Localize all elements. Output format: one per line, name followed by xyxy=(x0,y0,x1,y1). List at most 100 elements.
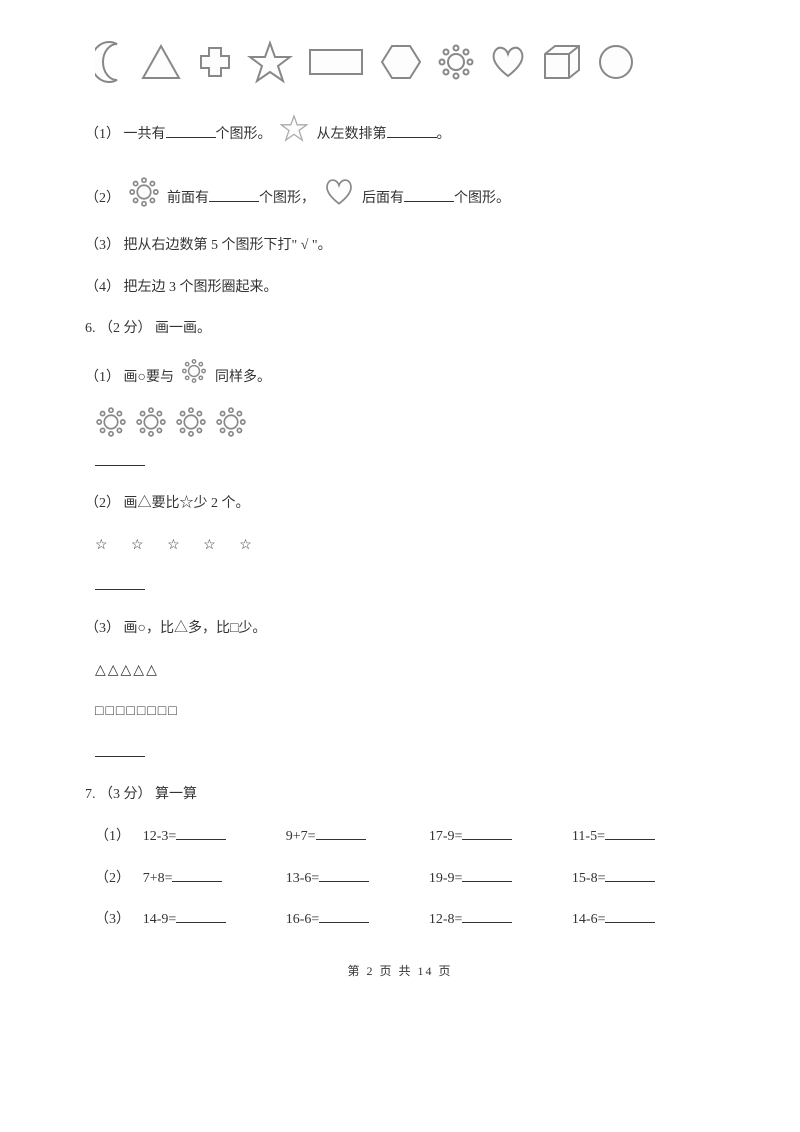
calc-item: 19-9= xyxy=(429,862,572,896)
blank xyxy=(605,867,655,882)
blank xyxy=(462,867,512,882)
blank xyxy=(209,187,259,202)
expr: 13-6= xyxy=(286,871,320,886)
expr: 14-9= xyxy=(143,912,177,927)
blank xyxy=(176,908,226,923)
text: 同样多。 xyxy=(215,370,271,385)
blank xyxy=(166,123,216,138)
text: 前面有 xyxy=(167,191,209,206)
label: （3） xyxy=(85,621,120,636)
calc-item: 17-9= xyxy=(429,820,572,854)
q5-part2: （2） 前面有 个图形， 后面有 个图形。 xyxy=(85,176,715,222)
expr: 19-9= xyxy=(429,871,463,886)
blank xyxy=(172,867,222,882)
rectangle-icon xyxy=(307,47,365,77)
text: 后面有 xyxy=(362,191,404,206)
expr: 14-6= xyxy=(572,912,606,927)
squares-row: □□□□□□□□ xyxy=(95,695,715,729)
blank xyxy=(95,575,145,590)
moon-icon xyxy=(95,41,125,83)
blank xyxy=(404,187,454,202)
q6-part1: （1） 画○要与 同样多。 xyxy=(85,358,715,398)
sun-icon xyxy=(175,406,207,438)
heart-icon xyxy=(489,44,527,80)
circle-icon xyxy=(597,43,635,81)
expr: 11-5= xyxy=(572,829,605,844)
label: （1） xyxy=(85,370,120,385)
q6-header: 6. （2 分） 画一画。 xyxy=(85,312,715,346)
blank xyxy=(319,908,369,923)
blank xyxy=(319,867,369,882)
text: 个图形。 xyxy=(216,127,272,142)
text: 。 xyxy=(437,127,451,142)
q5-part3: （3） 把从右边数第 5 个图形下打" √ "。 xyxy=(85,229,715,263)
blank xyxy=(176,825,226,840)
blank xyxy=(605,825,655,840)
calc-item: 11-5= xyxy=(572,820,715,854)
q5-part1: （1） 一共有个图形。 从左数排第。 xyxy=(85,114,715,156)
text: 个图形， xyxy=(259,191,315,206)
expr: 7+8= xyxy=(143,871,173,886)
label: （2） xyxy=(85,496,120,511)
q7-row2: （2） 7+8= 13-6= 19-9= 15-8= xyxy=(95,862,715,896)
blank xyxy=(387,123,437,138)
q7-row3: （3） 14-9= 16-6= 12-8= 14-6= xyxy=(95,903,715,937)
sun-icon xyxy=(215,406,247,438)
sun-icon xyxy=(181,358,207,398)
cross-icon xyxy=(197,44,233,80)
label: （1） xyxy=(85,127,120,142)
answer-blank xyxy=(95,737,715,771)
calc-item: 15-8= xyxy=(572,862,715,896)
triangle-icon xyxy=(139,42,183,82)
label: （2） xyxy=(85,191,120,206)
text: 一共有 xyxy=(124,127,166,142)
page-footer: 第 2 页 共 14 页 xyxy=(85,957,715,986)
expr: 12-3= xyxy=(143,829,177,844)
text: 把从右边数第 5 个图形下打" √ "。 xyxy=(124,238,332,253)
hexagon-icon xyxy=(379,42,423,82)
stars-row: ☆ ☆ ☆ ☆ ☆ xyxy=(95,529,715,563)
calc-item: 12-3= xyxy=(143,820,286,854)
sun-icon xyxy=(135,406,167,438)
sun-icon xyxy=(128,176,160,222)
label: （1） xyxy=(95,820,143,854)
heart-icon xyxy=(323,177,355,221)
sun-icon xyxy=(437,43,475,81)
calc-item: 12-8= xyxy=(429,903,572,937)
calc-item: 14-6= xyxy=(572,903,715,937)
text: 个图形。 xyxy=(454,191,510,206)
q6-part2: （2） 画△要比☆少 2 个。 xyxy=(85,487,715,521)
label: （3） xyxy=(95,903,143,937)
q7-row1: （1） 12-3= 9+7= 17-9= 11-5= xyxy=(95,820,715,854)
blank xyxy=(95,451,145,466)
calc-item: 9+7= xyxy=(286,820,429,854)
blank xyxy=(462,825,512,840)
star-icon xyxy=(247,40,293,84)
blank xyxy=(605,908,655,923)
calc-item: 13-6= xyxy=(286,862,429,896)
answer-blank xyxy=(95,570,715,604)
calc-item: 16-6= xyxy=(286,903,429,937)
page-content: （1） 一共有个图形。 从左数排第。 （2） 前面有个图形， 后面有个图形。 （… xyxy=(0,0,800,1015)
text: 画○，比△多，比□少。 xyxy=(124,621,267,636)
q5-part4: （4） 把左边 3 个图形圈起来。 xyxy=(85,271,715,305)
calc-item: 7+8= xyxy=(143,862,286,896)
expr: 12-8= xyxy=(429,912,463,927)
expr: 9+7= xyxy=(286,829,316,844)
answer-blank xyxy=(95,446,715,480)
triangles-row: △△△△△ xyxy=(95,654,715,688)
shapes-row xyxy=(95,40,715,84)
q6-part3: （3） 画○，比△多，比□少。 xyxy=(85,612,715,646)
cube-icon xyxy=(541,42,583,82)
label: （2） xyxy=(95,862,143,896)
sun-row xyxy=(95,406,715,438)
blank xyxy=(462,908,512,923)
label: （4） xyxy=(85,280,120,295)
expr: 16-6= xyxy=(286,912,320,927)
blank xyxy=(95,742,145,757)
expr: 15-8= xyxy=(572,871,606,886)
q7-header: 7. （3 分） 算一算 xyxy=(85,778,715,812)
text: 画△要比☆少 2 个。 xyxy=(124,496,250,511)
text: 画○要与 xyxy=(124,370,174,385)
star-icon xyxy=(279,114,309,156)
